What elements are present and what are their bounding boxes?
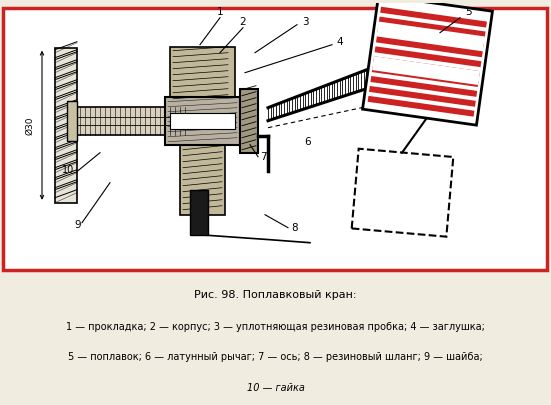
Bar — [377, 21, 485, 50]
Bar — [372, 66, 479, 87]
Text: 9: 9 — [75, 220, 82, 230]
Bar — [368, 96, 474, 117]
Bar — [352, 149, 453, 237]
Bar — [370, 76, 477, 97]
Text: 1 — прокладка; 2 — корпус; 3 — уплотняющая резиновая пробка; 4 — заглушка;: 1 — прокладка; 2 — корпус; 3 — уплотняющ… — [66, 322, 485, 332]
Text: 10: 10 — [62, 165, 74, 175]
Bar — [55, 48, 77, 202]
Text: 5 — поплавок; 6 — латунный рычаг; 7 — ось; 8 — резиновый шланг; 9 — шайба;: 5 — поплавок; 6 — латунный рычаг; 7 — ос… — [68, 352, 483, 362]
Bar — [170, 47, 235, 102]
Bar — [375, 46, 482, 67]
Text: 5: 5 — [464, 7, 471, 17]
Text: 2: 2 — [240, 17, 246, 27]
Bar — [240, 89, 258, 153]
Text: 4: 4 — [337, 37, 343, 47]
Bar — [377, 26, 484, 47]
Bar — [369, 86, 476, 107]
Bar — [363, 0, 493, 125]
Bar — [165, 97, 240, 145]
Bar — [376, 36, 483, 57]
Bar — [77, 107, 190, 135]
Bar — [180, 145, 225, 215]
Bar — [67, 101, 77, 141]
Bar — [372, 56, 480, 85]
Bar — [170, 113, 235, 129]
Text: 7: 7 — [260, 152, 266, 162]
Bar — [379, 17, 485, 37]
Text: 1: 1 — [217, 7, 223, 17]
Text: Ø30: Ø30 — [25, 117, 35, 135]
Text: 3: 3 — [302, 17, 309, 27]
Text: Рис. 98. Поплавковый кран:: Рис. 98. Поплавковый кран: — [195, 290, 356, 300]
Text: 8: 8 — [291, 223, 298, 233]
Bar — [373, 56, 480, 77]
Text: 6: 6 — [305, 137, 311, 147]
Text: 10 — гайка: 10 — гайка — [246, 383, 305, 393]
Bar — [380, 7, 487, 28]
Bar — [190, 190, 208, 235]
